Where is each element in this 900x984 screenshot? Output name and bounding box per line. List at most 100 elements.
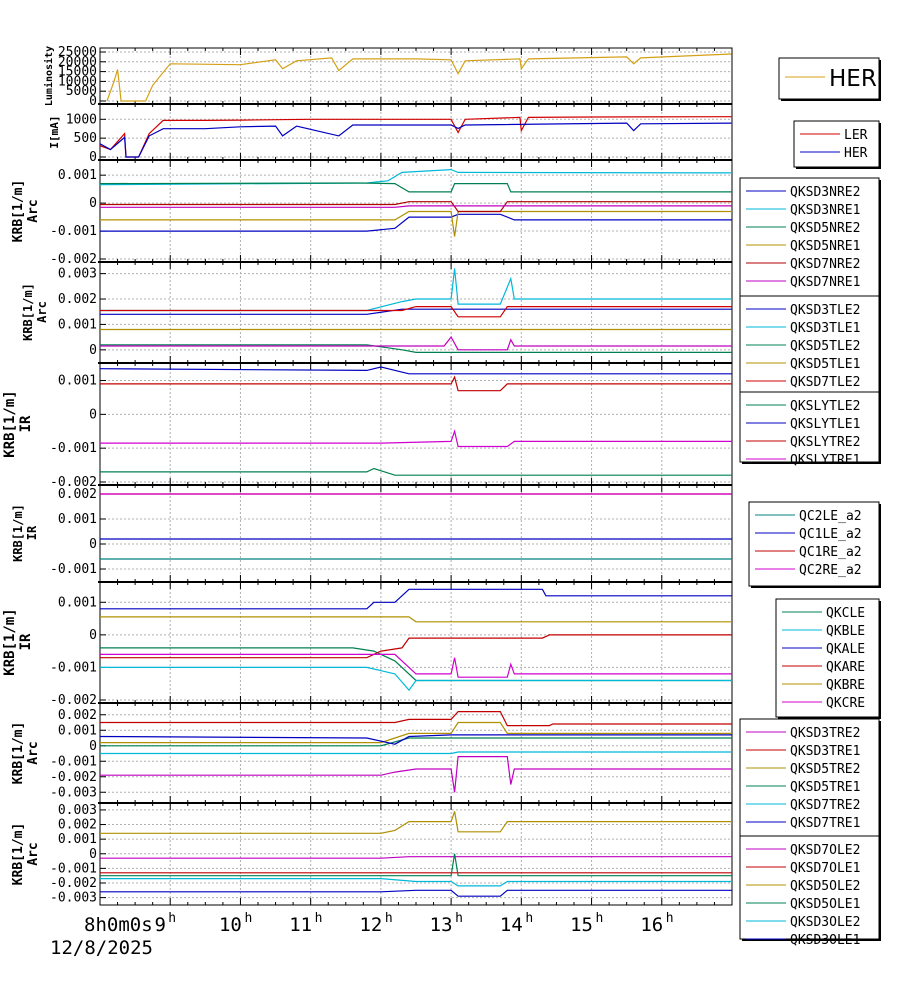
series-line-QKSLYTLE2 xyxy=(100,467,732,476)
series-line-QKSLYTLE1 xyxy=(100,366,732,375)
y-axis-label: KRB[1/m] xyxy=(2,390,18,457)
legend-box xyxy=(739,295,880,405)
y-tick-label: -0.001 xyxy=(50,562,97,577)
y-tick-label: -0.001 xyxy=(50,660,97,675)
legend-box xyxy=(739,391,880,463)
y-tick-label: 0 xyxy=(89,196,97,211)
legend: QC2LE_a2 QC1LE_a2 QC1RE_a2 QC2RE_a2 xyxy=(748,501,881,588)
y-axis-label: KRB[1/m] xyxy=(11,823,26,886)
panel-4: 0 0.001 0.002 0.003 KRB[1/m] Arc xyxy=(21,261,733,364)
x-tick-label: 9 xyxy=(154,914,165,936)
series-line-QKSD5TRE2 xyxy=(100,721,732,744)
y-axis-label: Luminosity xyxy=(43,46,55,106)
y-axis-label-2: Arc xyxy=(26,741,41,764)
x-tick-label: 13 xyxy=(430,914,453,936)
legend-label: QKSD5NRE1 xyxy=(790,239,860,254)
legend-label: HER xyxy=(844,146,868,161)
panel-frame xyxy=(99,484,733,583)
series-line-LER xyxy=(100,116,732,158)
legend-box xyxy=(748,501,880,587)
legend-box xyxy=(793,120,880,168)
date-label: 12/8/2025 xyxy=(50,937,153,959)
y-tick-label: -0.002 xyxy=(50,252,97,267)
y-axis-label: KRB[1/m] xyxy=(21,283,35,341)
panel-5: -0.002 -0.001 0 0.001 KRB[1/m] IR xyxy=(2,362,733,490)
x-tick-label-sup: h xyxy=(315,911,323,926)
legend-label: QKCLE xyxy=(826,606,865,621)
x-tick-label: 10 xyxy=(219,914,242,936)
panel-2: 0 500 1000 I[mA] xyxy=(48,103,733,165)
y-axis-label: KRB[1/m] xyxy=(11,504,25,562)
series-line-QKSD3OLE1 xyxy=(100,889,732,897)
y-tick-label: 0.001 xyxy=(58,374,97,389)
y-tick-label: 0 xyxy=(89,739,97,754)
y-tick-label: 0 xyxy=(89,628,97,643)
x-tick-label: 16 xyxy=(640,914,663,936)
y-tick-label: 0 xyxy=(89,847,97,862)
series-line-QKSD5OLE1 xyxy=(100,853,732,877)
y-tick-label: -0.001 xyxy=(50,754,97,769)
panel-6: -0.001 0 0.001 0.002 KRB[1/m] IR xyxy=(11,484,733,583)
x-tick-label-sup: h xyxy=(455,911,463,926)
y-tick-label: -0.002 xyxy=(50,693,97,708)
y-tick-label: 0 xyxy=(89,537,97,552)
y-tick-label: -0.002 xyxy=(50,475,97,490)
legend-label: QKSD7NRE2 xyxy=(790,257,860,272)
y-tick-label: -0.002 xyxy=(50,876,97,891)
series-line-QKSD7TRE1 xyxy=(100,734,732,745)
y-tick-label: 0.002 xyxy=(58,818,97,833)
series-line-QKSD3NRE1 xyxy=(100,168,732,186)
legend-label: QKSD3NRE1 xyxy=(790,203,860,218)
legend-label: QKCRE xyxy=(826,696,865,711)
series-line-QKCLE xyxy=(100,647,732,682)
series-line-QKSD7TLE1 xyxy=(100,336,732,351)
series-line-QKSLYTRE2 xyxy=(100,375,732,392)
x-tick-label: 12 xyxy=(359,914,382,936)
legend-box xyxy=(739,835,880,940)
legend-label: QC2LE_a2 xyxy=(799,509,862,524)
panel-frame xyxy=(99,362,733,486)
legend-box xyxy=(778,57,880,100)
x-tick-label-sup: h xyxy=(596,911,604,926)
y-tick-label: 0.001 xyxy=(58,168,97,183)
y-tick-label: 1000 xyxy=(66,112,97,127)
legend-label: QKSD5OLE1 xyxy=(790,897,860,912)
series-line-QKCRE xyxy=(100,653,732,678)
series-line-QKSD5TLE2 xyxy=(100,344,732,353)
legend-label: QKSD7OLE1 xyxy=(790,861,860,876)
legend-label: QKSD3TLE2 xyxy=(790,303,860,318)
legend-label: HER xyxy=(829,66,877,92)
x-tick-label-sup: h xyxy=(168,911,176,926)
panel-frame xyxy=(99,47,733,105)
x-tick-label-sup: h xyxy=(244,911,252,926)
y-tick-label: 0.001 xyxy=(58,595,97,610)
legend: QKSD3TLE2 QKSD3TLE1 QKSD5TLE2 QKSD5TLE1 QKSD… xyxy=(739,295,881,408)
y-tick-label: 0.001 xyxy=(58,512,97,527)
legend-label: QKSD5TRE2 xyxy=(790,762,860,777)
y-tick-label: 5000 xyxy=(66,84,97,99)
panel-frame xyxy=(99,261,733,364)
y-axis-label: I[mA] xyxy=(48,115,61,148)
legend-label: QKSD7TRE1 xyxy=(790,816,860,831)
legend: QKSLYTLE2 QKSLYTLE1 QKSLYTRE2 QKSLYTRE1 xyxy=(739,391,881,468)
y-tick-label: 25000 xyxy=(58,45,97,60)
legend-label: QKSD7OLE2 xyxy=(790,843,860,858)
y-axis-label-2: Arc xyxy=(26,199,41,222)
legend-label: QKARE xyxy=(826,660,865,675)
y-tick-label: 0.002 xyxy=(58,708,97,723)
series-line-QKBRE xyxy=(100,616,732,623)
legend-label: QKSLYTRE2 xyxy=(790,435,860,450)
y-tick-label: 0.001 xyxy=(58,317,97,332)
series-line-QKSD3OLE2 xyxy=(100,877,732,887)
series-line-QKSD5NRE1 xyxy=(100,210,732,237)
legend-label: QKALE xyxy=(826,642,865,657)
legend-box xyxy=(739,177,880,301)
legend: QKSD7OLE2 QKSD7OLE1 QKSD5OLE2 QKSD5OLE1 QKSD… xyxy=(739,835,881,948)
series-line-QKSD3TRE2 xyxy=(100,755,732,793)
y-tick-label: 0 xyxy=(89,94,97,109)
legend-label: QKSD7TLE2 xyxy=(790,375,860,390)
x-tick-label-sup: h xyxy=(385,911,393,926)
series-line-QKARE xyxy=(100,634,732,659)
legend-label: QKSD7TRE2 xyxy=(790,798,860,813)
